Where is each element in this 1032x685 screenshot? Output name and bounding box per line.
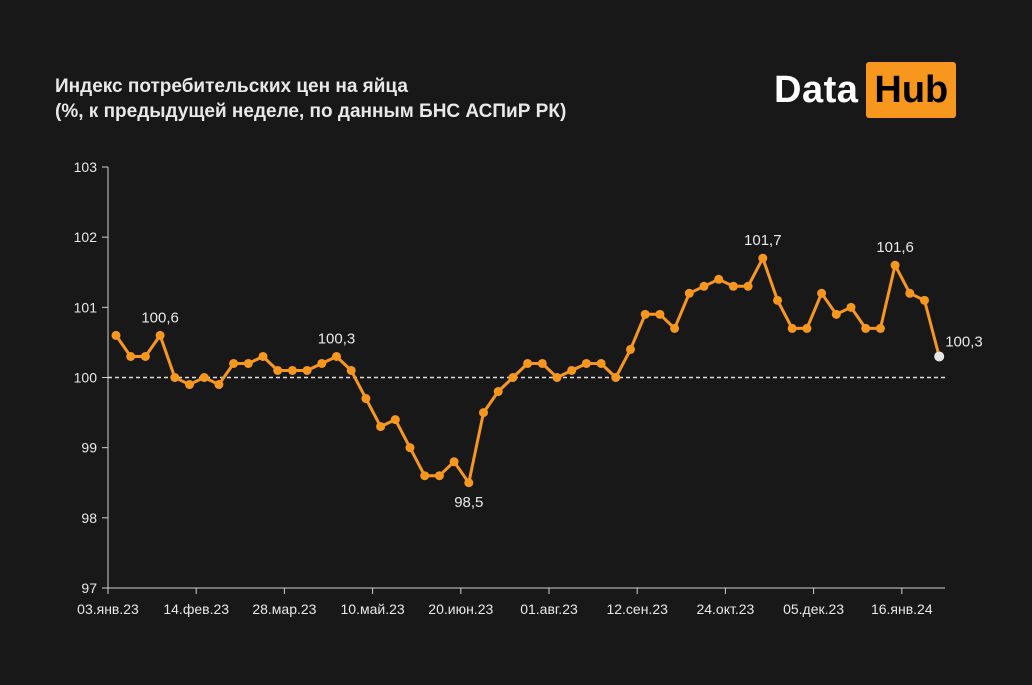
data-point	[126, 351, 136, 361]
x-tick-label: 03.янв.23	[77, 601, 139, 617]
data-point	[287, 365, 297, 375]
data-point	[773, 295, 782, 305]
data-point	[302, 365, 312, 375]
data-point	[420, 471, 430, 481]
data-point	[332, 351, 341, 361]
data-point	[479, 408, 488, 418]
data-point	[875, 323, 885, 333]
data-point	[258, 351, 268, 361]
data-point	[199, 373, 209, 382]
data-point	[317, 358, 327, 368]
data-point	[346, 365, 356, 375]
data-point	[214, 380, 224, 390]
data-point	[493, 387, 503, 397]
data-point	[273, 365, 283, 375]
x-tick-label: 14.фев.23	[163, 601, 229, 617]
y-tick-label: 103	[74, 159, 98, 175]
data-point	[140, 351, 150, 361]
data-point	[655, 309, 665, 319]
data-point	[611, 373, 621, 382]
y-tick-label: 102	[74, 229, 98, 245]
data-point	[596, 358, 606, 368]
data-point	[743, 281, 753, 291]
data-point	[890, 260, 900, 270]
y-tick-label: 97	[81, 580, 97, 596]
data-point	[449, 457, 459, 467]
chart-title: Индекс потребительских цен на яйца (%, к…	[55, 74, 566, 124]
data-point	[670, 323, 680, 333]
data-label: 98,5	[454, 494, 483, 511]
data-point	[817, 288, 827, 298]
data-point	[434, 471, 444, 481]
data-point	[787, 323, 797, 333]
data-point	[185, 380, 194, 390]
x-tick-label: 01.авг.23	[520, 601, 578, 617]
data-label: 100,3	[318, 330, 356, 347]
data-point	[758, 253, 768, 263]
data-point	[905, 288, 915, 298]
data-point	[802, 323, 812, 333]
data-point	[728, 281, 738, 291]
data-point	[508, 373, 518, 382]
datahub-logo: Data Hub	[774, 62, 957, 118]
data-point	[699, 281, 709, 291]
data-label: 100,3	[945, 333, 983, 350]
data-point	[537, 358, 547, 368]
data-point	[170, 373, 180, 382]
chart-title-line1: Индекс потребительских цен на яйца	[55, 76, 408, 97]
data-point	[390, 415, 400, 425]
x-tick-label: 10.май.23	[341, 601, 405, 617]
data-point	[684, 288, 694, 298]
data-point	[640, 309, 650, 319]
x-tick-label: 12.сен.23	[606, 601, 668, 617]
data-point	[111, 330, 121, 340]
series-line	[114, 256, 941, 485]
data-point	[523, 358, 533, 368]
data-point	[361, 394, 371, 404]
data-point	[376, 422, 386, 432]
x-tick-label: 05.дек.23	[783, 601, 844, 617]
data-point	[229, 358, 239, 368]
last-data-point	[934, 351, 945, 362]
data-point	[552, 373, 562, 382]
data-point	[464, 478, 474, 488]
data-point	[155, 330, 165, 340]
x-tick-label: 20.июн.23	[428, 601, 493, 617]
data-point	[626, 344, 635, 354]
data-label: 100,6	[141, 309, 179, 326]
data-label: 101,7	[744, 232, 782, 249]
data-label: 101,6	[876, 239, 914, 256]
y-tick-label: 98	[81, 510, 97, 526]
data-point	[846, 302, 856, 312]
x-tick-label: 24.окт.23	[696, 601, 754, 617]
x-tick-label: 28.мар.23	[252, 601, 316, 617]
data-point	[714, 274, 724, 284]
data-point	[861, 323, 871, 333]
y-tick-label: 99	[81, 440, 97, 456]
data-point	[920, 295, 929, 305]
data-point	[405, 443, 415, 453]
data-point	[581, 358, 591, 368]
data-point	[831, 309, 841, 319]
x-tick-label: 16.янв.24	[871, 601, 933, 617]
logo-hub-badge: Hub	[866, 62, 957, 118]
chart-subtitle: (%, к предыдущей неделе, по данным БНС А…	[55, 101, 567, 122]
data-point	[243, 358, 253, 368]
logo-data-text: Data	[774, 68, 859, 111]
data-point	[567, 365, 577, 375]
y-tick-label: 100	[74, 370, 98, 386]
y-tick-label: 101	[74, 299, 98, 315]
